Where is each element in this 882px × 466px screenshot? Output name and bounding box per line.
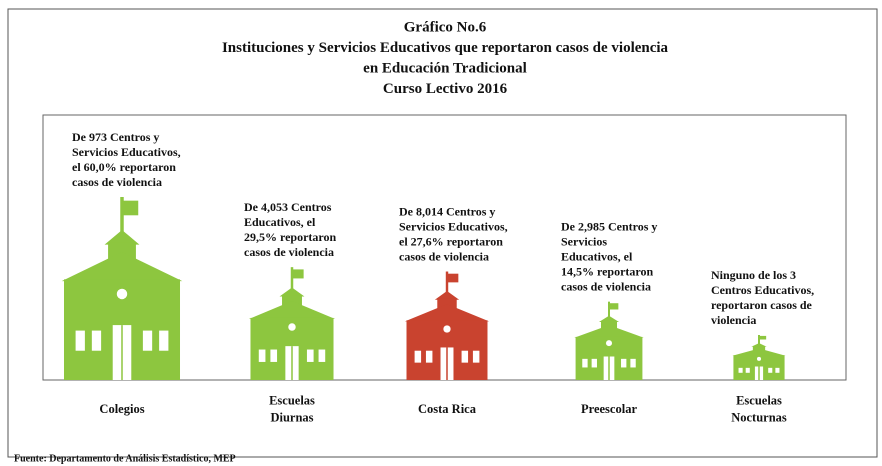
annotation: Educativos, el [244, 215, 316, 229]
annotation: reportaron casos de [711, 298, 813, 312]
window [461, 350, 469, 363]
flag [122, 200, 139, 216]
roof [404, 304, 490, 322]
school-icon [732, 335, 786, 380]
annotation: 29,5% reportaron [244, 230, 337, 244]
tower-roof [279, 287, 305, 297]
round-window [756, 356, 762, 361]
x-tick-label: Preescolar [581, 402, 637, 416]
window [318, 349, 326, 362]
window [775, 367, 780, 373]
annotation: Servicios Educativos, [72, 145, 181, 159]
flag [292, 269, 304, 279]
chart-title: Gráfico No.6 [404, 19, 487, 35]
window [745, 367, 750, 373]
roof [574, 325, 644, 338]
window [142, 330, 153, 351]
x-tick-label: Costa Rica [418, 402, 477, 416]
window [306, 349, 314, 362]
window [630, 358, 636, 368]
window [738, 367, 743, 373]
annotation: Ninguno de los 3 [711, 268, 796, 282]
window [768, 367, 773, 373]
annotation: violencia [711, 313, 756, 327]
flag [447, 273, 459, 283]
annotation: De 2,985 Centros y [561, 219, 657, 233]
window [270, 349, 278, 362]
window [91, 330, 102, 351]
school-icon [61, 197, 183, 380]
annotation: casos de violencia [561, 279, 651, 293]
round-window [116, 288, 128, 300]
tower-roof [104, 229, 140, 245]
flag [609, 303, 619, 310]
annotation: De 4,053 Centros [244, 200, 332, 214]
annotation: el 27,6% reportaron [399, 234, 503, 248]
source: Fuente: Departamento de Análisis Estadís… [14, 453, 236, 464]
annotation: casos de violencia [72, 175, 162, 189]
window [425, 350, 433, 363]
round-window [443, 325, 451, 333]
annotation: De 8,014 Centros y [399, 204, 495, 218]
tower-roof [598, 315, 620, 323]
window [591, 358, 597, 368]
window [75, 330, 85, 351]
roof [248, 301, 336, 320]
x-tick-label: Escuelas [269, 393, 315, 407]
chart-title: Curso Lectivo 2016 [383, 81, 508, 97]
outer-frame [7, 8, 878, 458]
round-window [288, 323, 296, 331]
x-tick-label: Escuelas [736, 393, 782, 407]
annotation: Educativos, el [561, 249, 633, 263]
window [159, 330, 169, 351]
annotation: Centros Educativos, [711, 283, 814, 297]
roof [732, 348, 786, 356]
school-icon [404, 271, 490, 380]
annotation: De 973 Centros y [72, 130, 159, 144]
tower-roof [434, 291, 460, 300]
annotation: casos de violencia [244, 245, 334, 259]
window [258, 349, 266, 362]
annotation: Servicios [561, 234, 607, 248]
window [621, 358, 627, 368]
window [414, 350, 422, 363]
x-tick-label: Diurnas [270, 410, 313, 424]
x-tick-label: Nocturnas [731, 410, 787, 424]
annotation: casos de violencia [399, 249, 489, 263]
window [582, 358, 588, 368]
annotation: el 60,0% reportaron [72, 160, 176, 174]
round-window [605, 340, 613, 347]
window [472, 350, 480, 363]
annotation: 14,5% reportaron [561, 264, 654, 278]
x-tick-label: Colegios [99, 402, 144, 416]
flag [759, 335, 767, 340]
school-icon [574, 301, 644, 380]
roof [61, 251, 183, 282]
school-icon [248, 267, 336, 380]
chart-title: en Educación Tradicional [363, 60, 527, 76]
annotation: Servicios Educativos, [399, 219, 508, 233]
tower-roof [751, 343, 767, 347]
chart-title: Instituciones y Servicios Educativos que… [222, 40, 669, 56]
